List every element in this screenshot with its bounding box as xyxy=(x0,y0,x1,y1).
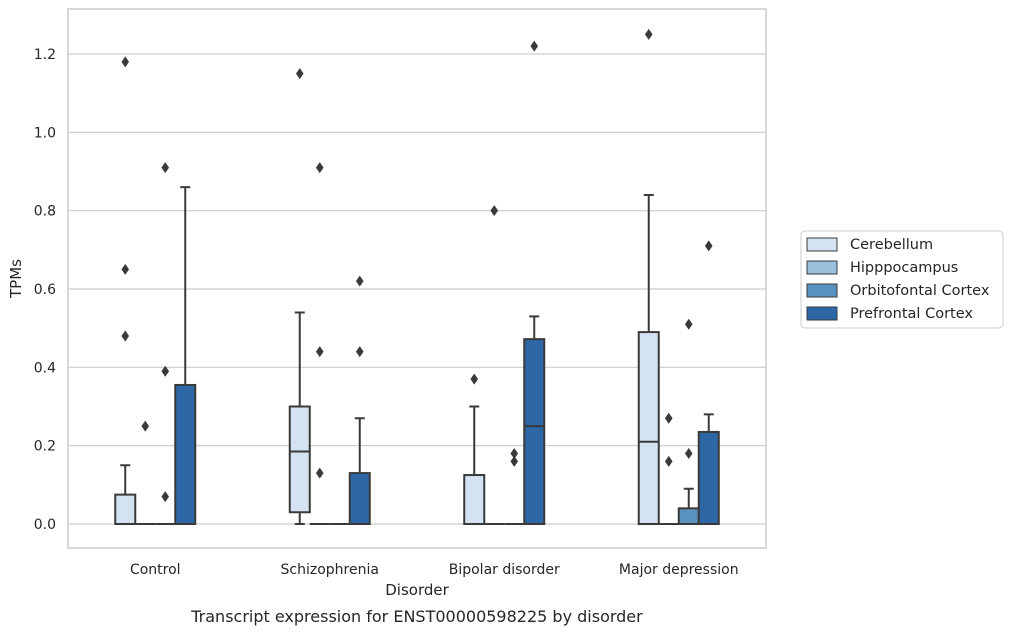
box-0-0 xyxy=(114,56,137,525)
box-rect xyxy=(523,338,546,525)
y-tick-label: 0.6 xyxy=(34,282,56,298)
box-3-1 xyxy=(658,412,679,525)
y-tick-label: 0.4 xyxy=(34,360,56,376)
box-rect xyxy=(677,507,700,526)
outlier-point xyxy=(470,373,479,385)
outlier-point xyxy=(684,318,693,330)
box-1-0 xyxy=(288,68,311,525)
x-tick-label: Schizophrenia xyxy=(281,562,379,578)
outlier-point xyxy=(161,491,170,503)
x-axis-title: Disorder xyxy=(385,581,449,599)
outlier-point xyxy=(664,412,673,424)
boxes-layer xyxy=(114,28,720,526)
y-tick-label: 0.2 xyxy=(34,439,56,455)
x-tick-label: Bipolar disorder xyxy=(449,562,560,578)
box-0-2 xyxy=(155,162,176,525)
outlier-point xyxy=(510,448,519,459)
legend-label: Prefrontal Cortex xyxy=(850,306,973,322)
box-0-3 xyxy=(174,186,197,526)
outlier-point xyxy=(355,275,364,287)
outlier-point xyxy=(315,346,324,358)
box-2-1 xyxy=(484,205,505,525)
y-tick-label: 0.8 xyxy=(34,204,56,220)
outlier-point xyxy=(510,455,519,467)
legend-swatch xyxy=(806,237,838,252)
legend-label: Orbitofontal Cortex xyxy=(850,283,990,299)
y-axis-title: TPMs xyxy=(7,259,25,299)
legend-swatch xyxy=(806,260,838,275)
outlier-point xyxy=(355,346,364,358)
y-tick-label: 1.0 xyxy=(34,125,56,141)
outlier-point xyxy=(161,365,170,377)
outlier-point xyxy=(684,448,693,459)
outlier-point xyxy=(121,56,130,68)
outlier-point xyxy=(530,40,539,52)
box-rect xyxy=(637,331,660,526)
outlier-point xyxy=(295,68,304,80)
outlier-point xyxy=(121,330,130,342)
box-rect xyxy=(114,493,137,525)
legend-label: Cerebellum xyxy=(850,237,933,253)
box-1-1 xyxy=(309,162,330,525)
outlier-point xyxy=(490,205,499,217)
grid-lines xyxy=(68,53,766,525)
x-tick-label: Control xyxy=(130,562,181,578)
y-tick-label: 1.2 xyxy=(34,47,56,63)
legend-label: Hipppocampus xyxy=(850,260,958,276)
box-rect xyxy=(174,383,197,526)
plot-frame xyxy=(67,8,767,549)
box-2-2 xyxy=(504,448,525,525)
box-3-0 xyxy=(637,28,660,526)
legend-swatch xyxy=(806,306,838,321)
outlier-point xyxy=(161,162,170,174)
box-rect xyxy=(348,472,371,526)
box-3-3 xyxy=(697,240,720,526)
outlier-point xyxy=(141,420,150,432)
outlier-point xyxy=(121,263,130,275)
box-3-2 xyxy=(677,318,700,526)
legend-frame xyxy=(800,230,1004,329)
outlier-point xyxy=(664,455,673,467)
legend: Cerebellum Hipppocampus Orbitofontal Corte… xyxy=(800,230,1004,329)
outlier-point xyxy=(315,467,324,479)
legend-swatch xyxy=(806,283,838,298)
x-tick-label: Major depression xyxy=(619,562,739,578)
box-2-3 xyxy=(523,40,546,525)
y-tick-label: 0.0 xyxy=(34,517,56,533)
box-rect xyxy=(697,430,720,526)
y-axis-ticks: 0.0 0.2 0.4 0.6 0.8 1.0 1.2 xyxy=(34,47,56,533)
outlier-point xyxy=(315,162,324,174)
box-1-3 xyxy=(348,275,371,526)
box-rect xyxy=(463,474,486,525)
chart-caption: Transcript expression for ENST0000059822… xyxy=(190,607,643,626)
box-0-1 xyxy=(135,420,156,525)
x-axis-ticks: Control Schizophrenia Bipolar disorder Majo… xyxy=(130,562,739,578)
outlier-point xyxy=(704,240,713,252)
box-2-0 xyxy=(463,373,486,525)
box-rect xyxy=(288,405,311,514)
outlier-point xyxy=(644,28,653,40)
